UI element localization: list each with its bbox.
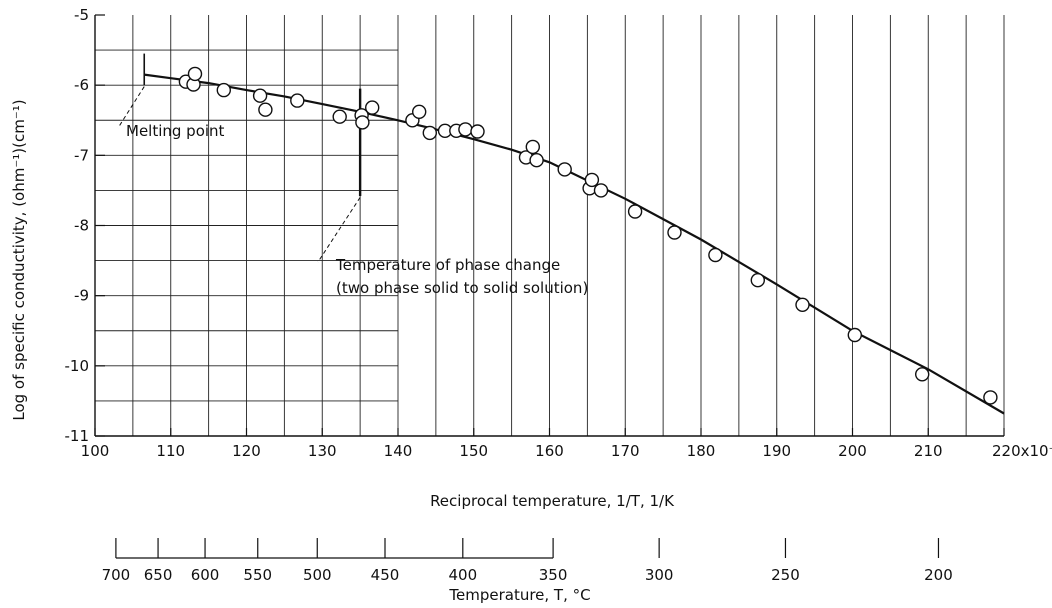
data-point [216,82,232,98]
x-tick-label: 210 [914,442,943,460]
data-point [332,109,347,124]
annotation-phase-change: Temperature of phase change [335,256,560,274]
data-point [525,139,540,155]
y-tick-label: -10 [65,357,90,375]
x-tick-label: 140 [384,442,413,460]
data-point [795,297,810,312]
y-tick-label: -9 [74,287,89,305]
data-point [557,162,572,177]
x-tick-label: 150 [459,442,488,460]
secondary-tick-label: 400 [448,566,477,584]
data-point [412,104,427,120]
x-tick-label: 120 [232,442,261,460]
data-point [983,390,998,405]
fit-line-group [117,53,1005,415]
secondary-tick-label: 650 [144,566,173,584]
data-point [847,327,862,343]
secondary-tick-label: 550 [243,566,272,584]
secondary-tick-label: 450 [371,566,400,584]
data-point [627,204,643,219]
secondary-axis-label: Temperature, T, °C [448,586,590,604]
data-point [365,100,380,115]
secondary-tick-label: 600 [191,566,220,584]
y-tick-label: -7 [74,146,89,164]
data-point [708,247,723,263]
data-points [178,66,998,405]
x-tick-label: 220x10⁻⁵ [992,442,1052,460]
data-point [355,115,370,130]
phase-change-leader [317,197,361,263]
fit-line [144,73,1005,415]
y-axis-label: Log of specific conductivity, (ohm⁻¹)(cm… [10,99,28,420]
melting-point-leader [117,86,145,129]
data-point [187,66,203,82]
data-point [470,124,485,139]
data-point [529,152,544,168]
data-point [290,93,305,108]
secondary-tick-label: 500 [303,566,332,584]
data-point [750,273,765,288]
secondary-tick-label: 300 [645,566,674,584]
data-point [584,172,600,188]
secondary-tick-label: 200 [924,566,953,584]
y-tick-label: -11 [65,427,90,445]
data-point [593,183,609,198]
x-tick-label: 200 [838,442,867,460]
x-tick-label: 170 [611,442,640,460]
annotation-phase-change-detail: (two phase solid to solid solution) [336,279,588,297]
tick-labels: -11 -10 -9 -8 -7 -6 -5 100 110 120 130 140 150 160 170… [65,6,1052,460]
x-tick-label: 180 [687,442,716,460]
grid [95,15,1005,436]
secondary-tick-label: 350 [539,566,568,584]
data-point [915,367,930,382]
y-tick-label: -8 [74,217,89,235]
data-point [258,102,273,117]
secondary-temperature-axis: 700 650 600 550 500 450 400 350 300 250 200 [102,538,953,584]
data-point [458,122,473,137]
data-point [422,125,437,141]
x-tick-label: 190 [762,442,791,460]
x-tick-label: 160 [535,442,564,460]
annotation-melting-point: Melting point [126,122,225,140]
data-point [252,88,268,103]
axes [94,14,1005,437]
x-axis-label: Reciprocal temperature, 1/T, 1/K [430,492,675,510]
data-point [667,225,682,240]
x-tick-label: 110 [156,442,185,460]
y-tick-label: -6 [74,76,89,94]
secondary-tick-label: 700 [102,566,131,584]
x-tick-label: 130 [308,442,337,460]
secondary-tick-label: 250 [771,566,800,584]
x-tick-label: 100 [81,442,110,460]
y-tick-label: -5 [74,6,89,24]
